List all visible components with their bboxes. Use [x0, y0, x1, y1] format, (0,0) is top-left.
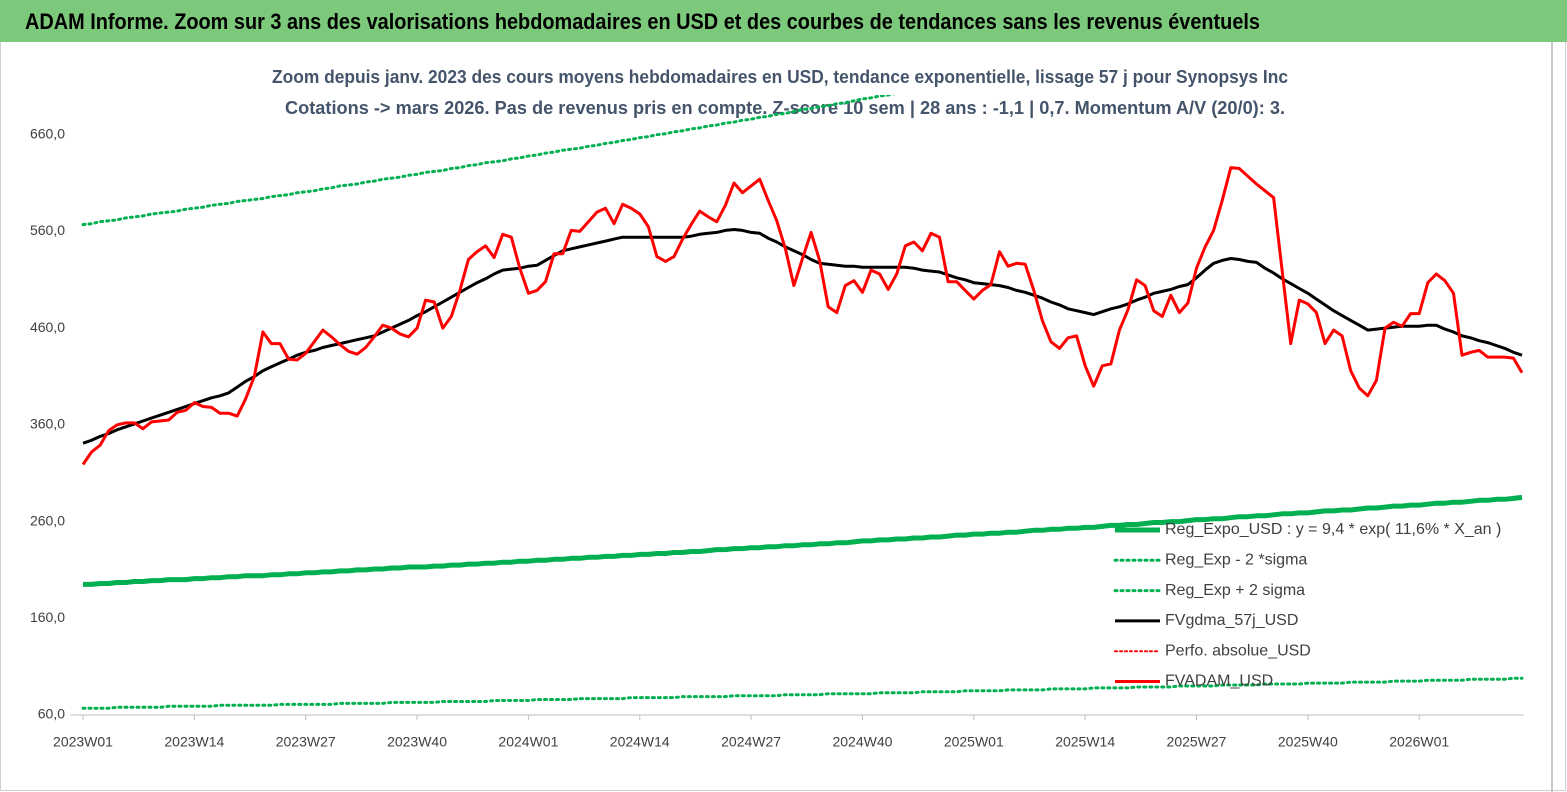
header-band [0, 0, 1567, 42]
legend-label: Reg_Exp + 2 sigma [1165, 582, 1305, 599]
legend-label: Perfo. absolue_USD [1165, 642, 1311, 659]
y-tick-label: 660,0 [30, 125, 65, 141]
y-tick-label: 60,0 [38, 706, 65, 722]
y-tick-label: 160,0 [30, 609, 65, 625]
x-tick-label: 2023W14 [164, 734, 224, 750]
x-tick-label: 2025W01 [944, 734, 1004, 750]
x-tick-label: 2023W01 [53, 734, 113, 750]
x-tick-label: 2025W14 [1055, 734, 1115, 750]
y-tick-label: 560,0 [30, 222, 65, 238]
subtitle: Cotations -> mars 2026. Pas de revenus p… [285, 98, 1285, 118]
series-line [81, 166, 1524, 466]
x-tick-label: 2023W40 [387, 734, 447, 750]
x-tick-label: 2025W27 [1167, 734, 1227, 750]
subtitle: Zoom depuis janv. 2023 des cours moyens … [272, 67, 1288, 87]
series-line [83, 494, 1523, 587]
x-tick-label: 2024W40 [832, 734, 892, 750]
y-tick-label: 260,0 [30, 512, 65, 528]
x-tick-label: 2024W01 [498, 734, 558, 750]
legend-label: FVgdma_57j_USD [1165, 612, 1298, 629]
legend-label: Reg_Exp - 2 *sigma [1165, 552, 1307, 569]
series-line [81, 95, 896, 227]
y-tick-label: 460,0 [30, 319, 65, 335]
plot-area [81, 95, 1524, 710]
legend-label: Reg_Expo_USD : y = 9,4 * exp( 11,6% * X_… [1165, 521, 1501, 538]
x-tick-label: 2026W01 [1389, 734, 1449, 750]
x-tick-label: 2024W27 [721, 734, 781, 750]
chart-title: ADAM Informe. Zoom sur 3 ans des valoris… [25, 9, 1260, 34]
series-line [81, 676, 1524, 710]
x-tick-label: 2023W27 [276, 734, 336, 750]
y-tick-label: 360,0 [30, 416, 65, 432]
x-tick-label: 2024W14 [610, 734, 670, 750]
x-tick-label: 2025W40 [1278, 734, 1338, 750]
legend-label: FVADAM_USD [1165, 673, 1273, 690]
